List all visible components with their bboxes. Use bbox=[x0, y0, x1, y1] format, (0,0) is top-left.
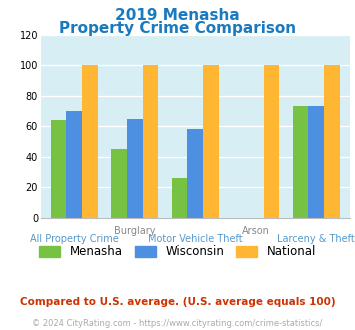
Bar bbox=[264, 65, 279, 218]
Bar bbox=[127, 118, 143, 218]
Text: 2019 Menasha: 2019 Menasha bbox=[115, 8, 240, 23]
Text: Compared to U.S. average. (U.S. average equals 100): Compared to U.S. average. (U.S. average … bbox=[20, 297, 335, 307]
Bar bbox=[66, 111, 82, 218]
Bar bbox=[50, 120, 66, 218]
Text: All Property Crime: All Property Crime bbox=[30, 234, 119, 244]
Bar bbox=[324, 65, 340, 218]
Text: Motor Vehicle Theft: Motor Vehicle Theft bbox=[148, 234, 242, 244]
Legend: Menasha, Wisconsin, National: Menasha, Wisconsin, National bbox=[34, 241, 321, 263]
Text: Larceny & Theft: Larceny & Theft bbox=[278, 234, 355, 244]
Bar bbox=[187, 129, 203, 218]
Bar bbox=[171, 178, 187, 218]
Text: Property Crime Comparison: Property Crime Comparison bbox=[59, 21, 296, 36]
Bar bbox=[293, 106, 308, 218]
Text: Burglary: Burglary bbox=[114, 226, 155, 236]
Text: Arson: Arson bbox=[242, 226, 270, 236]
Bar bbox=[203, 65, 219, 218]
Bar bbox=[82, 65, 98, 218]
Text: © 2024 CityRating.com - https://www.cityrating.com/crime-statistics/: © 2024 CityRating.com - https://www.city… bbox=[32, 319, 323, 328]
Bar bbox=[111, 149, 127, 218]
Bar bbox=[308, 106, 324, 218]
Bar bbox=[143, 65, 158, 218]
